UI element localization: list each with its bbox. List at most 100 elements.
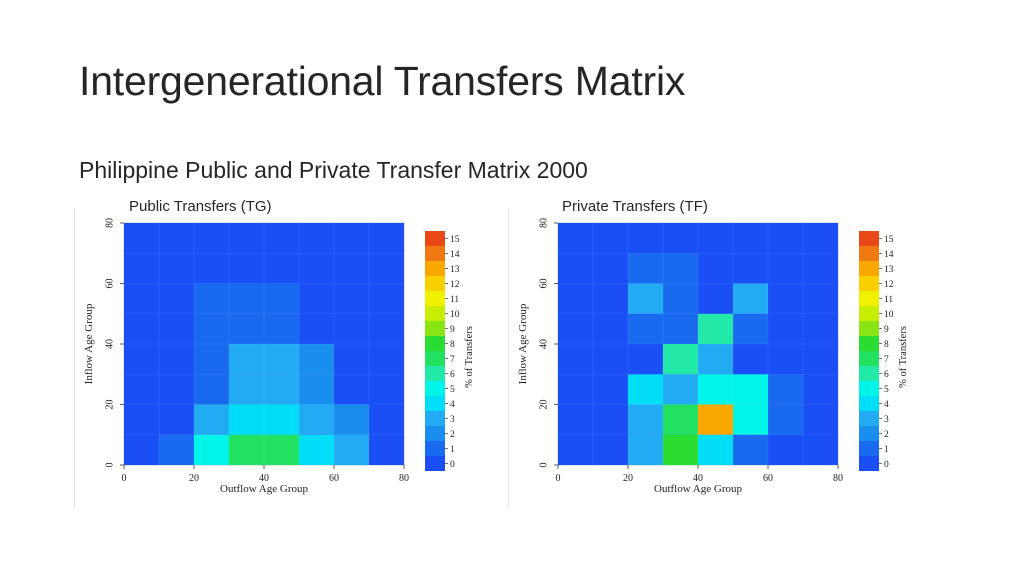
- private-y-tick-label: 80: [538, 218, 549, 228]
- private-colorbar-label: % of Transfers: [898, 326, 909, 388]
- private-cell: [558, 404, 593, 435]
- private-cell: [558, 313, 593, 344]
- public-colorbar-swatch: [425, 366, 445, 381]
- private-colorbar-tick-label: 9: [884, 325, 889, 335]
- private-cell: [698, 374, 733, 405]
- public-cell: [299, 374, 334, 405]
- private-cell: [593, 344, 628, 375]
- private-cell: [663, 434, 698, 465]
- private-cell: [663, 223, 698, 254]
- private-cell: [768, 283, 803, 314]
- public-cell: [159, 374, 194, 405]
- private-cell: [593, 434, 628, 465]
- public-cell: [264, 344, 299, 375]
- private-y-tick-label: 40: [538, 339, 549, 349]
- private-cell: [593, 253, 628, 284]
- private-colorbar-swatch: [859, 261, 879, 276]
- private-cell: [698, 313, 733, 344]
- public-colorbar-swatch: [425, 441, 445, 456]
- public-cell: [299, 283, 334, 314]
- public-colorbar-tick-label: 2: [450, 430, 455, 440]
- public-colorbar-swatch: [425, 276, 445, 291]
- public-cell: [369, 344, 404, 375]
- private-colorbar-tick-label: 11: [884, 295, 893, 305]
- public-cell: [299, 434, 334, 465]
- public-cell: [124, 344, 159, 375]
- private-colorbar-tick-label: 10: [884, 310, 894, 320]
- public-colorbar-tick-label: 11: [450, 295, 459, 305]
- private-colorbar-tick-label: 2: [884, 430, 889, 440]
- private-cell: [803, 434, 838, 465]
- public-colorbar-tick-label: 15: [450, 235, 460, 245]
- private-cell: [558, 253, 593, 284]
- private-cell: [768, 374, 803, 405]
- private-cell: [628, 283, 663, 314]
- private-colorbar-swatch: [859, 246, 879, 261]
- private-colorbar-tick-label: 15: [884, 235, 894, 245]
- private-cell: [593, 283, 628, 314]
- public-cell: [159, 344, 194, 375]
- private-colorbar-swatch: [859, 321, 879, 336]
- private-cell: [558, 283, 593, 314]
- public-cell: [334, 374, 369, 405]
- public-cell: [124, 283, 159, 314]
- public-cell: [369, 374, 404, 405]
- private-cell: [663, 283, 698, 314]
- private-colorbar-swatch: [859, 231, 879, 246]
- public-y-tick-label: 80: [104, 218, 115, 228]
- private-colorbar-tick-label: 5: [884, 385, 889, 395]
- public-x-tick-label: 60: [329, 473, 339, 484]
- private-colorbar-tick-label: 0: [884, 460, 889, 470]
- private-colorbar-tick-label: 7: [884, 355, 889, 365]
- public-colorbar-swatch: [425, 321, 445, 336]
- private-cell: [803, 223, 838, 254]
- public-cell: [299, 223, 334, 254]
- public-cell: [229, 223, 264, 254]
- public-cell: [229, 313, 264, 344]
- private-y-tick-label: 60: [538, 279, 549, 289]
- public-cell: [299, 253, 334, 284]
- private-colorbar-swatch: [859, 381, 879, 396]
- public-colorbar-swatch: [425, 426, 445, 441]
- public-cell: [124, 253, 159, 284]
- private-cell: [733, 374, 768, 405]
- public-cell: [159, 313, 194, 344]
- public-cell: [334, 344, 369, 375]
- private-colorbar-swatch: [859, 426, 879, 441]
- public-cell: [124, 374, 159, 405]
- public-cell: [124, 223, 159, 254]
- public-cell: [159, 283, 194, 314]
- public-cell: [334, 313, 369, 344]
- slide-subtitle: Philippine Public and Private Transfer M…: [79, 157, 588, 183]
- private-colorbar-tick-label: 4: [884, 400, 889, 410]
- private-cell: [698, 283, 733, 314]
- private-cell: [663, 374, 698, 405]
- private-x-tick-label: 20: [623, 473, 633, 484]
- public-colorbar-tick-label: 12: [450, 280, 460, 290]
- public-x-tick-label: 80: [399, 473, 409, 484]
- public-colorbar-tick-label: 10: [450, 310, 460, 320]
- public-cell: [369, 313, 404, 344]
- public-cell: [229, 404, 264, 435]
- private-cell: [698, 344, 733, 375]
- public-colorbar-tick-label: 1: [450, 445, 455, 455]
- private-cell: [803, 283, 838, 314]
- public-cell: [264, 374, 299, 405]
- public-x-tick-label: 0: [122, 473, 127, 484]
- private-y-tick-label: 20: [538, 400, 549, 410]
- private-cell: [628, 374, 663, 405]
- private-cell: [733, 434, 768, 465]
- private-cell: [628, 223, 663, 254]
- private-cell: [663, 404, 698, 435]
- private-cell: [768, 344, 803, 375]
- private-cell: [803, 404, 838, 435]
- private-cell: [768, 404, 803, 435]
- public-y-tick-label: 60: [104, 279, 115, 289]
- public-cell: [334, 253, 369, 284]
- private-cell: [698, 253, 733, 284]
- private-cell: [628, 313, 663, 344]
- public-cell: [194, 344, 229, 375]
- private-cell: [558, 374, 593, 405]
- public-cell: [194, 404, 229, 435]
